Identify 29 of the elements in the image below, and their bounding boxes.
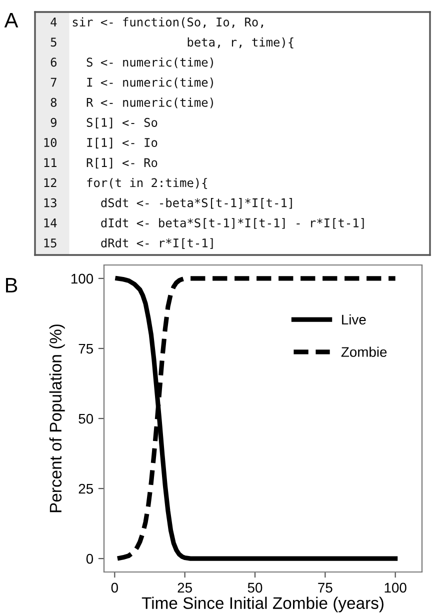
text: 14 dIdt <- beta*S[t-1]*I[t-1] - r*I[t-1] <box>44 218 364 229</box>
x-tick-label: 25 <box>178 582 192 593</box>
y-tick-label: 100 <box>71 274 94 284</box>
line-series <box>115 276 398 561</box>
x-axis-title: Time Since Initial Zombie (years) <box>142 596 384 612</box>
text: 13 dSdt <- -beta*S[t-1]*I[t-1] <box>44 198 292 209</box>
text: 9 S[1] <- So <box>50 118 158 128</box>
x-tick-label: 0 <box>111 582 118 593</box>
y-tick-label: 25 <box>78 484 94 494</box>
legend-label: Zombie <box>341 346 387 357</box>
y-tick-label: 75 <box>78 344 94 354</box>
text: 11 R[1] <- Ro <box>44 158 158 169</box>
x-tick-label: 100 <box>384 582 406 593</box>
text: 12 for(t in 2:time){ <box>44 178 208 189</box>
x-tick-label: 50 <box>248 582 262 593</box>
y-tick-label: 50 <box>78 414 94 424</box>
text: 6 S <- numeric(time) <box>50 57 214 68</box>
x-tick-label: 75 <box>318 582 332 593</box>
text: A <box>4 13 18 28</box>
text: 4 sir <- function(So, Io, Ro, <box>50 17 264 28</box>
chart-title: B <box>6 278 18 292</box>
y-tick-label: 0 <box>86 554 94 564</box>
text: 15 dRdt <- r*I[t-1] <box>44 238 213 249</box>
legend-label: Live <box>342 314 366 325</box>
text: 7 I <- numeric(time) <box>50 78 214 88</box>
text: 10 I[1] <- Io <box>44 138 158 148</box>
text: 8 R <- numeric(time) <box>50 98 214 108</box>
y-axis-title: Percent of Population (%) <box>49 324 65 512</box>
text: 5 beta, r, time){ <box>50 37 294 48</box>
